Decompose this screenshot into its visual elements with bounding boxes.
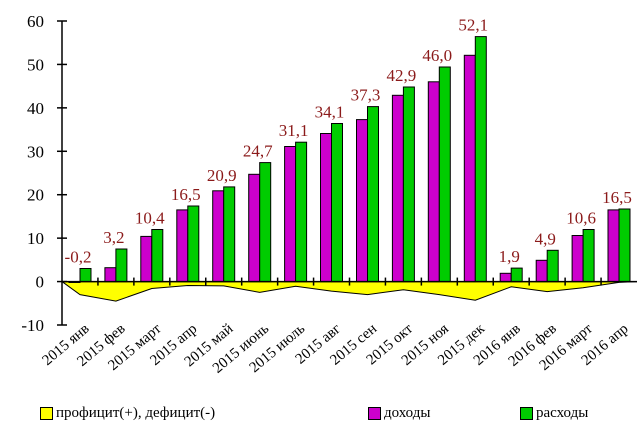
- data-label: 3,2: [103, 228, 124, 247]
- bar-income: [535, 259, 548, 283]
- bar-expense: [546, 249, 559, 283]
- bar-income: [356, 119, 368, 283]
- y-tick-label: 40: [27, 99, 44, 118]
- legend-label-expense: расходы: [536, 405, 589, 421]
- bar-expense: [367, 106, 379, 283]
- data-label: 52,1: [458, 16, 488, 35]
- bar-income: [248, 173, 261, 283]
- bar-expense: [510, 267, 523, 283]
- legend-item-income: доходы: [368, 405, 430, 422]
- bar-income: [320, 133, 332, 283]
- legend-swatch-surplus: [40, 407, 53, 420]
- legend-item-surplus: профицит(+), дефицит(-): [40, 405, 215, 422]
- bar-income: [176, 209, 189, 283]
- surplus-deficit-area: [60, 281, 638, 302]
- bar-income: [104, 267, 117, 283]
- y-tick-label: 0: [36, 273, 45, 292]
- bar-income: [607, 209, 620, 283]
- bar-income: [427, 81, 440, 283]
- bar-income: [571, 235, 584, 282]
- bar-expense: [438, 66, 451, 282]
- data-label: 34,1: [315, 103, 345, 122]
- legend: профицит(+), дефицит(-) доходы расходы: [0, 405, 641, 427]
- data-label: 42,9: [387, 66, 417, 85]
- bar-expense: [474, 36, 487, 282]
- bar-expense: [402, 86, 415, 283]
- data-label: 10,4: [135, 209, 165, 228]
- data-label: 4,9: [535, 229, 556, 248]
- data-label: 1,9: [499, 247, 520, 266]
- bar-expense: [151, 229, 164, 283]
- bar-income: [499, 272, 512, 283]
- y-tick-label: -10: [21, 316, 44, 335]
- y-tick-label: 10: [27, 229, 44, 248]
- bar-income: [212, 190, 225, 283]
- legend-item-expense: расходы: [520, 405, 588, 422]
- bar-expense: [223, 186, 236, 283]
- bar-expense: [582, 229, 595, 283]
- legend-label-surplus: профицит(+), дефицит(-): [56, 405, 216, 421]
- bar-expense: [618, 208, 631, 282]
- bar-income: [140, 235, 153, 283]
- bar-expense: [115, 248, 128, 283]
- legend-swatch-income: [368, 407, 381, 420]
- y-tick-label: 50: [27, 55, 44, 74]
- bar-expense: [295, 141, 308, 283]
- legend-swatch-expense: [520, 407, 533, 420]
- y-tick-label: 60: [27, 12, 44, 31]
- data-label: 46,0: [422, 46, 452, 65]
- bar-income: [391, 94, 404, 283]
- data-label: 10,6: [566, 209, 596, 228]
- bar-expense: [259, 162, 272, 283]
- bar-income: [284, 146, 297, 283]
- data-label: 24,7: [243, 142, 273, 161]
- data-label: 20,9: [207, 166, 237, 185]
- data-label: 31,1: [279, 121, 309, 140]
- data-label: -0,2: [65, 248, 92, 267]
- data-label: 16,5: [171, 185, 201, 204]
- y-tick-label: 30: [27, 142, 44, 161]
- bar-expense: [187, 205, 200, 283]
- y-tick-label: 20: [27, 186, 44, 205]
- legend-label-income: доходы: [384, 405, 431, 421]
- bar-income: [463, 54, 476, 283]
- data-label: 37,3: [351, 86, 381, 105]
- data-label: 16,5: [602, 188, 632, 207]
- bar-expense: [331, 123, 343, 283]
- bar-expense: [79, 268, 92, 282]
